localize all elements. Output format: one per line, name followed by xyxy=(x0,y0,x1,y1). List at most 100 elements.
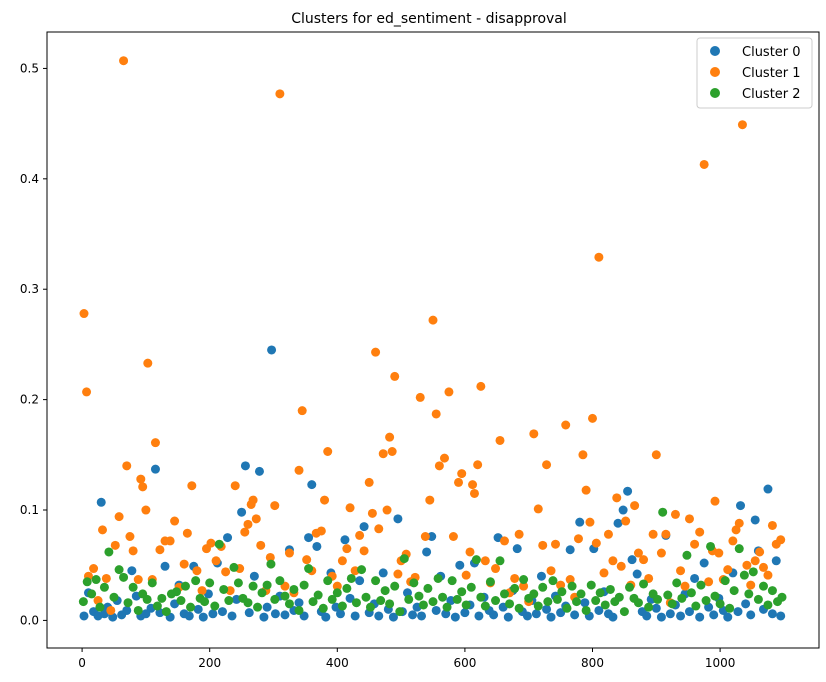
data-point xyxy=(200,597,210,607)
data-point xyxy=(211,556,221,566)
data-point xyxy=(374,524,384,534)
data-point xyxy=(701,596,711,606)
x-tick-label: 800 xyxy=(581,656,604,670)
data-point xyxy=(454,477,464,487)
data-point xyxy=(699,558,709,568)
data-point xyxy=(82,387,92,397)
y-axis: 0.0 0.1 0.2 0.3 0.4 0.5 xyxy=(20,61,47,627)
data-point xyxy=(605,584,615,594)
data-point xyxy=(427,532,437,541)
data-point xyxy=(351,598,361,608)
data-point xyxy=(119,56,129,66)
data-point xyxy=(371,576,381,586)
data-point xyxy=(656,612,666,622)
data-point xyxy=(280,591,290,601)
data-point xyxy=(313,590,323,600)
data-point xyxy=(385,432,395,442)
data-point xyxy=(670,509,680,519)
data-point xyxy=(193,604,203,614)
data-point xyxy=(307,480,317,490)
data-point xyxy=(425,495,435,505)
data-point xyxy=(466,582,476,592)
data-point xyxy=(205,578,215,588)
data-point xyxy=(208,609,218,619)
data-point xyxy=(581,605,591,615)
data-point xyxy=(393,569,403,579)
data-point xyxy=(533,601,543,611)
data-point xyxy=(240,461,250,471)
data-point xyxy=(491,564,501,574)
data-point xyxy=(510,583,520,593)
data-point xyxy=(599,568,609,578)
data-point xyxy=(385,599,395,609)
data-point xyxy=(776,611,786,621)
data-point xyxy=(395,607,405,617)
data-point xyxy=(364,477,374,487)
data-point xyxy=(618,505,628,515)
data-point xyxy=(767,609,777,619)
data-point xyxy=(682,550,692,560)
data-point xyxy=(187,481,197,491)
data-point xyxy=(648,529,658,539)
data-point xyxy=(99,582,109,592)
data-point xyxy=(138,482,148,492)
data-point xyxy=(725,603,735,613)
data-point xyxy=(128,582,138,592)
data-point xyxy=(104,547,114,557)
legend-marker xyxy=(710,67,720,77)
data-point xyxy=(473,460,483,470)
data-point xyxy=(546,612,556,622)
data-point xyxy=(294,465,304,475)
data-point xyxy=(192,566,202,576)
data-point xyxy=(98,525,108,535)
data-point xyxy=(359,522,369,532)
data-point xyxy=(614,592,624,602)
data-point xyxy=(625,582,635,592)
data-point xyxy=(686,588,696,598)
data-point xyxy=(457,587,467,597)
data-point xyxy=(248,495,258,505)
data-point xyxy=(632,569,642,579)
data-point xyxy=(438,592,448,602)
data-point xyxy=(538,540,548,550)
data-point xyxy=(476,381,486,391)
data-point xyxy=(382,505,392,515)
data-point xyxy=(415,392,425,402)
data-point xyxy=(230,481,240,491)
data-point xyxy=(165,536,175,546)
data-point xyxy=(380,586,390,596)
points-layer xyxy=(78,56,787,622)
data-point xyxy=(393,514,403,524)
data-point xyxy=(312,541,322,551)
data-point xyxy=(499,589,509,599)
data-point xyxy=(639,579,649,589)
data-point xyxy=(499,536,509,546)
data-point xyxy=(280,610,290,620)
data-point xyxy=(739,570,749,580)
data-point xyxy=(332,581,342,591)
data-point xyxy=(758,562,768,572)
data-point xyxy=(345,503,355,513)
data-point xyxy=(409,578,419,588)
data-point xyxy=(476,592,486,602)
data-point xyxy=(243,598,253,608)
data-point xyxy=(417,611,427,621)
series-cluster-2 xyxy=(78,507,787,617)
data-point xyxy=(750,515,760,525)
data-point xyxy=(342,583,352,593)
data-point xyxy=(495,435,505,445)
data-point xyxy=(667,599,677,609)
data-point xyxy=(551,539,560,549)
data-point xyxy=(248,581,258,591)
data-point xyxy=(753,594,763,604)
data-point xyxy=(78,597,88,607)
data-point xyxy=(408,610,418,620)
data-point xyxy=(414,591,424,601)
data-point xyxy=(355,576,365,586)
data-point xyxy=(651,603,661,613)
data-point xyxy=(91,575,101,585)
data-point xyxy=(265,552,275,562)
data-point xyxy=(710,496,720,506)
data-point xyxy=(710,591,720,601)
data-point xyxy=(390,371,400,381)
